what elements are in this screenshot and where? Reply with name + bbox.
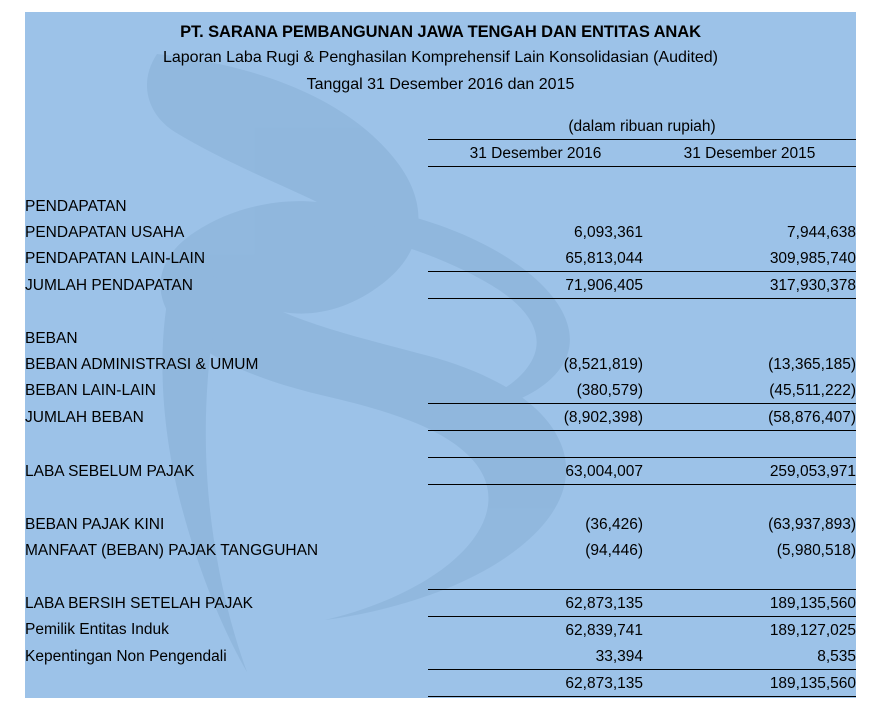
table-row: 62,873,135 189,135,560 <box>25 669 856 698</box>
table-row: JUMLAH PENDAPATAN 71,906,405 317,930,378 <box>25 271 856 300</box>
unit-note-spacer <box>25 113 428 140</box>
table-row: Kepentingan Non Pengendali 33,394 8,535 <box>25 643 856 671</box>
table-row: BEBAN <box>25 325 856 351</box>
table-row: BEBAN LAIN-LAIN (380,579) (45,511,222) <box>25 377 856 405</box>
header-label-blank <box>25 140 428 167</box>
row-value-2015: 259,053,971 <box>643 457 856 486</box>
column-header-2015: 31 Desember 2015 <box>643 139 856 168</box>
row-label-beban: BEBAN <box>25 329 78 347</box>
company-name: PT. SARANA PEMBANGUNAN JAWA TENGAH DAN E… <box>180 23 701 41</box>
table-row: BEBAN PAJAK KINI (36,426) (63,937,893) <box>25 511 856 537</box>
row-value-2015 <box>643 193 856 219</box>
table-row: LABA SEBELUM PAJAK 63,004,007 259,053,97… <box>25 457 856 486</box>
row-value-2016: 63,004,007 <box>428 457 643 486</box>
row-value-2015: 189,127,025 <box>769 621 856 639</box>
row-value-2015: 8,535 <box>643 643 856 671</box>
column-header-2016: 31 Desember 2016 <box>428 139 643 168</box>
row-label-jumlah-beban: JUMLAH BEBAN <box>25 408 144 426</box>
spacer-cell <box>25 167 428 194</box>
statement-header: PT. SARANA PEMBANGUNAN JAWA TENGAH DAN E… <box>25 12 856 97</box>
row-label-manfaat-beban-pajak-tangguhan: MANFAAT (BEBAN) PAJAK TANGGUHAN <box>25 541 319 559</box>
spacer-cell <box>25 485 428 512</box>
table-row: LABA BERSIH SETELAH PAJAK 62,873,135 189… <box>25 589 856 618</box>
row-label-kepentingan-non-pengendali: Kepentingan Non Pengendali <box>25 647 227 665</box>
row-label-pendapatan-usaha: PENDAPATAN USAHA <box>25 223 185 241</box>
financial-statement-sheet: PT. SARANA PEMBANGUNAN JAWA TENGAH DAN E… <box>25 12 856 698</box>
row-label-laba-bersih-setelah-pajak: LABA BERSIH SETELAH PAJAK <box>25 594 253 612</box>
row-label-jumlah-pendapatan: JUMLAH PENDAPATAN <box>25 276 193 294</box>
row-value-2016 <box>428 193 643 219</box>
row-label-beban-administrasi-umum: BEBAN ADMINISTRASI & UMUM <box>25 355 259 373</box>
row-value-2016: 62,873,135 <box>428 589 643 618</box>
row-value-2016: (8,902,398) <box>428 403 643 432</box>
row-value-2015: (63,937,893) <box>768 515 856 533</box>
spacer-cell <box>25 299 428 326</box>
row-value-2016: 71,906,405 <box>428 271 643 300</box>
row-label-pendapatan-lain-lain: PENDAPATAN LAIN-LAIN <box>25 249 206 267</box>
spacer-cell <box>25 431 428 458</box>
row-value-2016: (380,579) <box>428 377 643 405</box>
row-value-2016: 65,813,044 <box>428 245 643 273</box>
row-value-2015: (58,876,407) <box>643 403 856 432</box>
table-row-unit-note: (dalam ribuan rupiah) <box>25 113 856 141</box>
table-row: BEBAN ADMINISTRASI & UMUM (8,521,819) (1… <box>25 351 856 377</box>
row-value-2016: 33,394 <box>428 643 643 671</box>
row-label-laba-sebelum-pajak: LABA SEBELUM PAJAK <box>25 462 195 480</box>
row-value-2016: (8,521,819) <box>563 355 643 373</box>
row-value-2016 <box>428 325 643 351</box>
table-row: MANFAAT (BEBAN) PAJAK TANGGUHAN (94,446)… <box>25 537 856 563</box>
table-header-row: 31 Desember 2016 31 Desember 2015 <box>25 139 856 168</box>
row-value-2016: 6,093,361 <box>574 223 643 241</box>
row-value-2015: 189,135,560 <box>643 669 856 698</box>
row-value-2016: 62,873,135 <box>428 669 643 698</box>
table-row: PENDAPATAN LAIN-LAIN 65,813,044 309,985,… <box>25 245 856 273</box>
spacer-cell <box>25 563 428 590</box>
row-value-2015: 7,944,638 <box>787 223 856 241</box>
row-value-2015 <box>643 325 856 351</box>
row-label-pemilik-entitas-induk: Pemilik Entitas Induk <box>25 621 169 639</box>
row-value-2015: (5,980,518) <box>776 541 856 559</box>
statement-period: Tanggal 31 Desember 2016 dan 2015 <box>306 76 575 94</box>
row-label-beban-lain-lain: BEBAN LAIN-LAIN <box>25 381 156 399</box>
row-label-total-blank <box>25 670 428 697</box>
row-value-2016: (36,426) <box>585 515 643 533</box>
row-value-2016: 62,839,741 <box>565 621 643 639</box>
unit-note: (dalam ribuan rupiah) <box>428 113 856 141</box>
row-label-beban-pajak-kini: BEBAN PAJAK KINI <box>25 515 165 533</box>
table-row: JUMLAH BEBAN (8,902,398) (58,876,407) <box>25 403 856 432</box>
row-value-2015: 189,135,560 <box>643 589 856 618</box>
table-row: PENDAPATAN <box>25 193 856 219</box>
row-value-2015: 309,985,740 <box>643 245 856 273</box>
row-value-2015: 317,930,378 <box>643 271 856 300</box>
income-statement-table: (dalam ribuan rupiah) 31 Desember 2016 3… <box>25 113 856 698</box>
statement-title: Laporan Laba Rugi & Penghasilan Komprehe… <box>162 49 719 67</box>
table-row: Pemilik Entitas Induk 62,839,741 189,127… <box>25 617 856 644</box>
row-value-2016: (94,446) <box>585 541 643 559</box>
table-row: PENDAPATAN USAHA 6,093,361 7,944,638 <box>25 219 856 245</box>
row-value-2015: (45,511,222) <box>643 377 856 405</box>
row-value-2015: (13,365,185) <box>768 355 856 373</box>
row-label-pendapatan: PENDAPATAN <box>25 197 127 215</box>
